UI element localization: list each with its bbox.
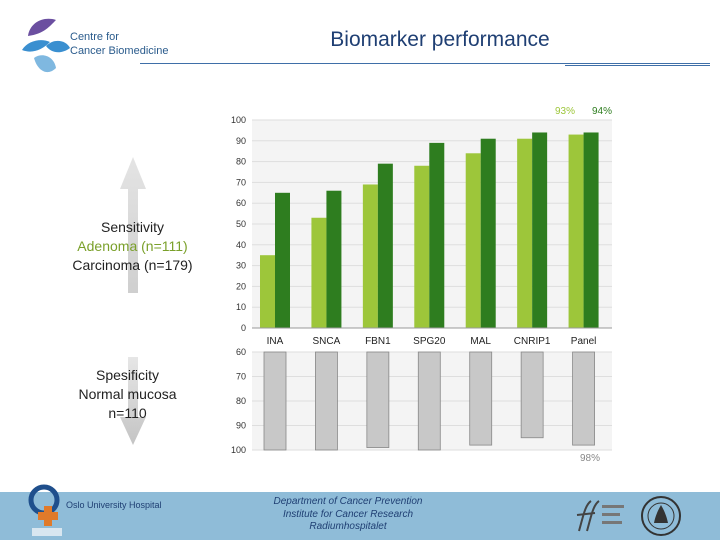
carcinoma-bar [583, 132, 599, 328]
sensitivity-tick-label: 10 [236, 302, 246, 312]
carcinoma-label: Carcinoma (n=179) [72, 257, 193, 273]
specificity-bar [417, 351, 441, 451]
university-seal-icon [641, 496, 681, 536]
specificity-bar [572, 351, 595, 446]
org-name-line2: Cancer Biomedicine [70, 45, 169, 57]
carcinoma-bar [429, 142, 445, 328]
adenoma-label: Adenoma (n=111) [77, 238, 188, 254]
specificity-panel-annotation: 98% [580, 453, 600, 464]
annotations: 93% 94% 98% [555, 106, 612, 464]
adenoma-bar [260, 255, 275, 328]
sensitivity-tick-label: 90 [236, 136, 246, 146]
dept-line3: Radiumhospitalet [309, 521, 387, 532]
down-arrow-icon [120, 357, 146, 445]
specificity-bar [520, 351, 544, 439]
category-label: SPG20 [413, 336, 446, 347]
category-label: FBN1 [365, 336, 391, 347]
adenoma-bar [414, 165, 430, 328]
adenoma-bar [517, 138, 533, 328]
adenoma-bar [311, 217, 327, 328]
sensitivity-label: Sensitivity [100, 219, 165, 235]
sensitivity-tick-label: 30 [236, 261, 246, 271]
specificity-tick-label: 70 [236, 372, 246, 382]
sensitivity-panel: 0 10 20 30 40 50 60 70 80 90 100 [231, 115, 612, 333]
sensitivity-tick-label: 0 [241, 323, 246, 333]
sensitivity-tick-label: 40 [236, 240, 246, 250]
specificity-tick-label: 90 [236, 421, 246, 431]
adenoma-bar [465, 153, 481, 328]
carcinoma-bar [377, 163, 393, 328]
adenoma-bar [362, 184, 378, 328]
specificity-tick-label: 60 [236, 347, 246, 357]
carcinoma-bar [275, 192, 290, 328]
up-arrow-icon [120, 157, 146, 293]
hospital-name: Oslo University Hospital [66, 500, 162, 510]
specificity-panel: 60 70 80 90 100 [231, 347, 612, 455]
specificity-bar [263, 351, 287, 451]
specificity-label: Spesificity [95, 367, 160, 383]
specificity-tick-label: 100 [231, 445, 246, 455]
category-label: SNCA [313, 336, 341, 347]
adenoma-bar [568, 134, 584, 328]
sensitivity-tick-label: 70 [236, 177, 246, 187]
hospital-logo-icon [28, 484, 62, 536]
dept-line1: Department of Cancer Prevention [273, 496, 423, 507]
sample-size-label: n=110 [108, 405, 147, 421]
sensitivity-tick-label: 50 [236, 219, 246, 229]
title-rule [140, 63, 710, 64]
slide-title: Biomarker performance [330, 28, 550, 51]
sensitivity-tick-label: 80 [236, 157, 246, 167]
category-label: MAL [470, 336, 491, 347]
carcinoma-bar [532, 132, 548, 328]
sensitivity-tick-label: 60 [236, 198, 246, 208]
carcinoma-bar [326, 190, 342, 328]
specificity-tick-label: 80 [236, 396, 246, 406]
normal-mucosa-label: Normal mucosa [78, 386, 177, 402]
org-name-line1: Centre for [70, 31, 119, 43]
sensitivity-tick-label: 20 [236, 281, 246, 291]
title-rule-right [565, 65, 710, 66]
specificity-bar [315, 351, 338, 451]
specificity-bar [366, 351, 390, 448]
adenoma-panel-annotation: 93% [555, 106, 575, 117]
footer-bar [0, 492, 720, 540]
category-label: Panel [571, 336, 597, 347]
carcinoma-bar [480, 138, 496, 328]
centre-logo-icon [22, 18, 70, 73]
carcinoma-panel-annotation: 94% [592, 106, 612, 117]
specificity-bar [469, 351, 493, 446]
cancer-society-logo-icon [576, 500, 624, 532]
category-label: CNRIP1 [514, 336, 551, 347]
category-label: INA [267, 336, 284, 347]
category-labels: INA SNCA FBN1 SPG20 MAL CNRIP1 Panel [267, 336, 597, 347]
dept-line2: Institute for Cancer Research [282, 509, 414, 520]
sensitivity-tick-label: 100 [231, 115, 246, 125]
biomarker-chart: 0 10 20 30 40 50 60 70 80 90 100 60 70 80 90 100 INA SN… [231, 106, 612, 464]
